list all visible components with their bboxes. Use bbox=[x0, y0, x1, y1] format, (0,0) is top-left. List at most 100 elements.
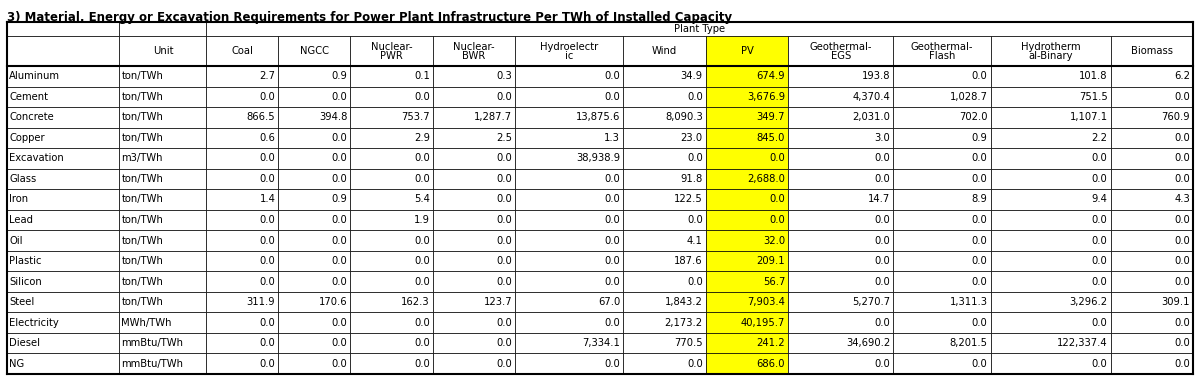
Bar bbox=[1110, 292, 1193, 312]
Text: 0.0: 0.0 bbox=[605, 277, 620, 287]
Text: 0.0: 0.0 bbox=[972, 277, 988, 287]
Bar bbox=[278, 86, 350, 107]
Bar bbox=[623, 333, 706, 354]
Text: 1.4: 1.4 bbox=[259, 194, 275, 204]
Bar bbox=[515, 36, 623, 66]
Bar bbox=[7, 251, 120, 271]
Text: 0.0: 0.0 bbox=[259, 256, 275, 266]
Bar bbox=[120, 312, 206, 333]
Bar bbox=[1110, 210, 1193, 230]
Text: 0.0: 0.0 bbox=[605, 318, 620, 328]
Text: m3/TWh: m3/TWh bbox=[121, 153, 163, 163]
Text: 2,173.2: 2,173.2 bbox=[665, 318, 703, 328]
Bar bbox=[788, 271, 893, 292]
Text: 309.1: 309.1 bbox=[1162, 297, 1190, 307]
Text: mmBtu/TWh: mmBtu/TWh bbox=[121, 338, 184, 348]
Text: 0.0: 0.0 bbox=[972, 256, 988, 266]
Bar bbox=[433, 312, 515, 333]
Bar bbox=[206, 169, 278, 189]
Text: 1,311.3: 1,311.3 bbox=[949, 297, 988, 307]
Text: 349.7: 349.7 bbox=[757, 112, 785, 122]
Bar bbox=[350, 271, 433, 292]
Text: 0.0: 0.0 bbox=[331, 338, 347, 348]
Bar bbox=[120, 210, 206, 230]
Bar bbox=[788, 189, 893, 210]
Text: 0.0: 0.0 bbox=[875, 277, 890, 287]
Bar bbox=[515, 251, 623, 271]
Bar bbox=[433, 333, 515, 354]
Bar bbox=[1110, 148, 1193, 169]
Text: 1,287.7: 1,287.7 bbox=[474, 112, 512, 122]
Text: 2,031.0: 2,031.0 bbox=[852, 112, 890, 122]
Text: Electricity: Electricity bbox=[10, 318, 59, 328]
Text: 0.0: 0.0 bbox=[259, 359, 275, 369]
Bar bbox=[1110, 107, 1193, 128]
Bar bbox=[788, 148, 893, 169]
Text: 1,843.2: 1,843.2 bbox=[665, 297, 703, 307]
Bar bbox=[1110, 86, 1193, 107]
Bar bbox=[515, 107, 623, 128]
Text: 5,270.7: 5,270.7 bbox=[852, 297, 890, 307]
Text: EGS: EGS bbox=[830, 51, 851, 61]
Text: 0.0: 0.0 bbox=[497, 359, 512, 369]
Bar bbox=[350, 333, 433, 354]
Bar bbox=[990, 354, 1110, 374]
Bar bbox=[120, 189, 206, 210]
Bar bbox=[120, 354, 206, 374]
Bar bbox=[893, 86, 990, 107]
Text: 0.0: 0.0 bbox=[1092, 256, 1108, 266]
Text: 1,028.7: 1,028.7 bbox=[949, 92, 988, 102]
Bar bbox=[623, 86, 706, 107]
Text: Glass: Glass bbox=[10, 174, 36, 184]
Bar bbox=[515, 189, 623, 210]
Text: 0.0: 0.0 bbox=[414, 277, 430, 287]
Bar bbox=[1110, 230, 1193, 251]
Text: 0.0: 0.0 bbox=[1175, 174, 1190, 184]
Text: NG: NG bbox=[10, 359, 24, 369]
Bar bbox=[893, 292, 990, 312]
Text: 0.0: 0.0 bbox=[331, 256, 347, 266]
Text: 0.0: 0.0 bbox=[605, 256, 620, 266]
Text: 0.0: 0.0 bbox=[1092, 277, 1108, 287]
Text: 0.0: 0.0 bbox=[875, 318, 890, 328]
Text: 0.0: 0.0 bbox=[686, 153, 703, 163]
Bar bbox=[7, 189, 120, 210]
Bar bbox=[990, 107, 1110, 128]
Bar bbox=[515, 210, 623, 230]
Bar bbox=[433, 230, 515, 251]
Bar bbox=[7, 36, 120, 66]
Text: 0.0: 0.0 bbox=[497, 235, 512, 246]
Text: 0.0: 0.0 bbox=[972, 153, 988, 163]
Text: 0.0: 0.0 bbox=[972, 235, 988, 246]
Text: Iron: Iron bbox=[10, 194, 28, 204]
Bar bbox=[623, 128, 706, 148]
Text: 770.5: 770.5 bbox=[674, 338, 703, 348]
Bar bbox=[206, 354, 278, 374]
Bar bbox=[706, 251, 788, 271]
Bar bbox=[706, 86, 788, 107]
Text: 0.0: 0.0 bbox=[414, 359, 430, 369]
Bar bbox=[515, 354, 623, 374]
Bar bbox=[990, 148, 1110, 169]
Bar bbox=[350, 66, 433, 86]
Text: 0.0: 0.0 bbox=[875, 235, 890, 246]
Bar bbox=[623, 36, 706, 66]
Text: 8,201.5: 8,201.5 bbox=[949, 338, 988, 348]
Text: 0.0: 0.0 bbox=[1175, 235, 1190, 246]
Text: 0.0: 0.0 bbox=[1092, 215, 1108, 225]
Text: ton/TWh: ton/TWh bbox=[121, 92, 163, 102]
Bar bbox=[623, 66, 706, 86]
Bar bbox=[893, 169, 990, 189]
Text: 0.0: 0.0 bbox=[1175, 215, 1190, 225]
Text: Oil: Oil bbox=[10, 235, 23, 246]
Text: mmBtu/TWh: mmBtu/TWh bbox=[121, 359, 184, 369]
Bar bbox=[7, 230, 120, 251]
Bar bbox=[7, 128, 120, 148]
Bar bbox=[278, 333, 350, 354]
Text: 0.0: 0.0 bbox=[497, 318, 512, 328]
Bar bbox=[893, 312, 990, 333]
Text: 0.9: 0.9 bbox=[331, 71, 347, 81]
Text: Concrete: Concrete bbox=[10, 112, 54, 122]
Bar bbox=[120, 148, 206, 169]
Text: 0.0: 0.0 bbox=[331, 318, 347, 328]
